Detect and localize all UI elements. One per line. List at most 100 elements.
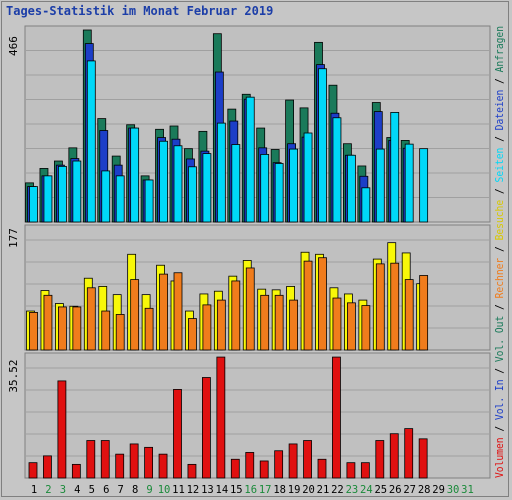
bar-seiten bbox=[390, 112, 400, 223]
bar-rechner bbox=[404, 279, 414, 351]
bar-seiten bbox=[260, 154, 270, 223]
bar-volumen bbox=[216, 356, 226, 479]
x-tick-label: 1 bbox=[31, 484, 37, 496]
x-tick-label: 31 bbox=[461, 484, 474, 496]
bar-seiten bbox=[216, 122, 226, 223]
x-tick-label: 19 bbox=[288, 484, 301, 496]
bar-rechner bbox=[274, 294, 284, 351]
legend-entry: Vol. In bbox=[493, 379, 506, 425]
bar-rechner bbox=[419, 275, 429, 351]
bar-rechner bbox=[260, 294, 270, 351]
bar-volumen bbox=[57, 380, 67, 479]
bar-seiten bbox=[144, 179, 154, 223]
bar-volumen bbox=[317, 458, 327, 479]
bar-seiten bbox=[318, 68, 327, 223]
legend-entry: / bbox=[493, 246, 506, 258]
x-tick-label: 3 bbox=[60, 484, 66, 496]
bar-volumen bbox=[71, 463, 81, 479]
bar-rechner bbox=[144, 307, 154, 351]
bar-seiten bbox=[29, 186, 38, 223]
x-tick-label: 22 bbox=[331, 484, 344, 496]
bar-volumen bbox=[28, 462, 38, 479]
bar-seiten bbox=[101, 170, 111, 223]
bar-seiten bbox=[173, 145, 183, 223]
bar-seiten bbox=[130, 127, 140, 223]
x-tick-label: 15 bbox=[230, 484, 243, 496]
x-tick-label: 26 bbox=[389, 484, 402, 496]
bar-seiten bbox=[202, 153, 212, 223]
chart-title: Tages-Statistik im Monat Februar 2019 bbox=[6, 4, 274, 18]
bar-volumen bbox=[129, 443, 139, 479]
bar-volumen bbox=[115, 453, 125, 479]
bar-volumen bbox=[360, 462, 370, 479]
bar-rechner bbox=[318, 257, 327, 351]
bar-rechner bbox=[115, 314, 125, 351]
bar-volumen bbox=[100, 440, 110, 479]
legend-entry: Rechner bbox=[493, 257, 506, 304]
bar-volumen bbox=[288, 443, 298, 479]
x-tick-label: 21 bbox=[317, 484, 330, 496]
legend-entry: / bbox=[493, 188, 506, 200]
legend-entry: / bbox=[493, 136, 506, 148]
bar-volumen bbox=[418, 438, 428, 479]
x-tick-label: 13 bbox=[201, 484, 214, 496]
bar-rechner bbox=[390, 262, 400, 351]
bar-seiten bbox=[361, 187, 371, 223]
y-max-label: 466 bbox=[7, 36, 20, 56]
bar-volumen bbox=[375, 440, 385, 479]
x-tick-label: 18 bbox=[273, 484, 286, 496]
bar-seiten bbox=[43, 175, 53, 223]
bar-volumen bbox=[303, 440, 312, 479]
bar-volumen bbox=[86, 440, 96, 479]
x-tick-label: 7 bbox=[118, 484, 124, 496]
x-tick-label: 10 bbox=[158, 484, 171, 496]
x-tick-label: 14 bbox=[216, 484, 229, 496]
x-tick-label: 16 bbox=[244, 484, 257, 496]
bar-seiten bbox=[58, 165, 67, 223]
bar-volumen bbox=[274, 450, 284, 479]
legend-entry: / bbox=[493, 368, 506, 380]
bar-seiten bbox=[231, 144, 241, 223]
bar-seiten bbox=[274, 163, 284, 223]
bar-rechner bbox=[173, 272, 183, 351]
bar-seiten bbox=[404, 143, 414, 223]
bar-seiten bbox=[115, 175, 125, 223]
legend-entry: Vol. Out bbox=[493, 316, 506, 368]
legend-entry: Besuche bbox=[493, 200, 506, 246]
y-max-label: 35.52 bbox=[7, 359, 20, 392]
bar-volumen bbox=[187, 463, 197, 479]
bar-rechner bbox=[289, 299, 299, 351]
bar-volumen bbox=[259, 460, 269, 479]
bar-seiten bbox=[188, 166, 197, 223]
bar-seiten bbox=[332, 117, 342, 223]
bar-rechner bbox=[375, 263, 385, 351]
bar-seiten bbox=[419, 148, 429, 223]
x-tick-label: 30 bbox=[447, 484, 460, 496]
x-tick-label: 17 bbox=[259, 484, 272, 496]
legend-entry: / bbox=[493, 304, 506, 316]
bar-rechner bbox=[332, 297, 342, 351]
bar-rechner bbox=[43, 294, 53, 351]
x-tick-label: 2 bbox=[45, 484, 51, 496]
x-tick-label: 11 bbox=[172, 484, 185, 496]
bar-rechner bbox=[361, 305, 371, 351]
bar-rechner bbox=[29, 312, 38, 351]
x-tick-label: 23 bbox=[346, 484, 359, 496]
x-tick-label: 6 bbox=[103, 484, 109, 496]
bar-volumen bbox=[158, 453, 168, 479]
y-max-label: 177 bbox=[7, 228, 20, 248]
x-tick-label: 12 bbox=[187, 484, 200, 496]
bar-seiten bbox=[86, 60, 96, 223]
x-tick-label: 29 bbox=[432, 484, 445, 496]
bar-rechner bbox=[346, 302, 356, 351]
bar-rechner bbox=[188, 318, 197, 351]
bar-rechner bbox=[245, 267, 255, 351]
bar-volumen bbox=[43, 455, 52, 479]
bar-rechner bbox=[202, 304, 212, 351]
bar-volumen bbox=[346, 462, 356, 479]
x-tick-label: 20 bbox=[302, 484, 315, 496]
bar-seiten bbox=[245, 96, 255, 223]
bar-volumen bbox=[144, 446, 154, 479]
